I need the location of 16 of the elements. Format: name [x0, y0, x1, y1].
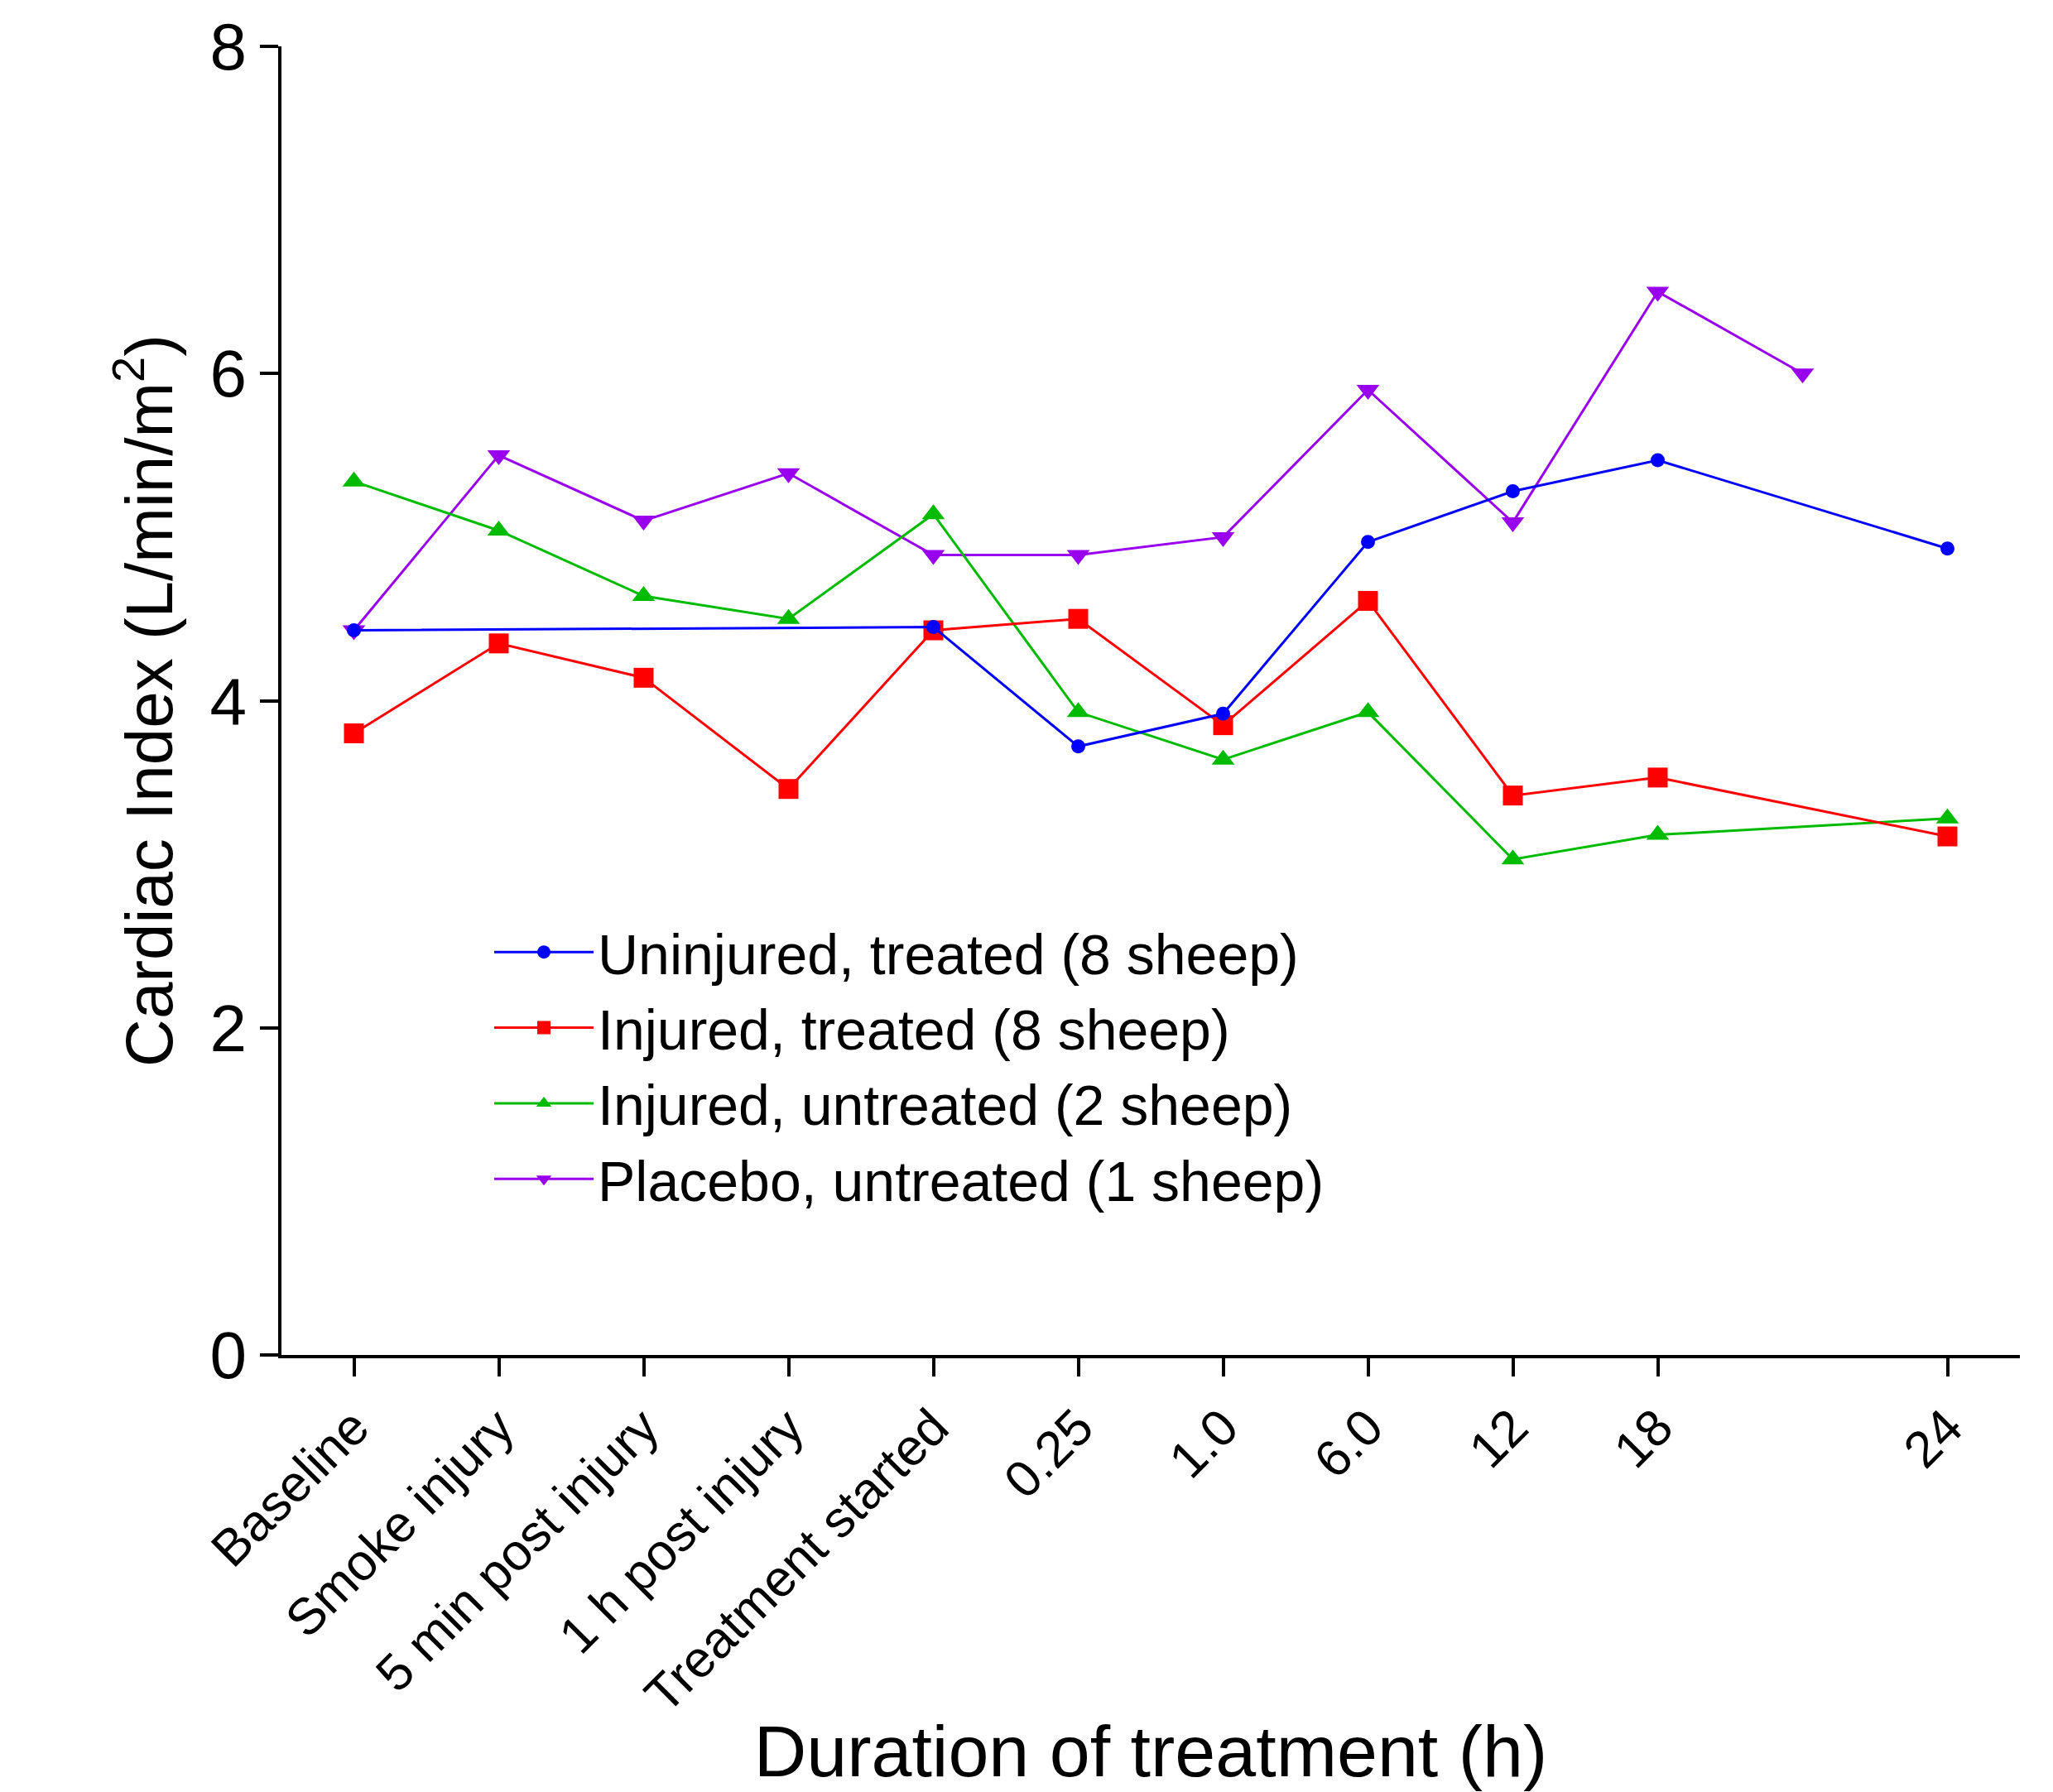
y-tick-label: 4 — [209, 664, 247, 738]
y-tick-label: 2 — [209, 991, 247, 1065]
x-tick-label: 12 — [1458, 1397, 1539, 1479]
x-tick-label: 6.0 — [1302, 1397, 1394, 1489]
y-tick-label: 0 — [209, 1319, 247, 1392]
legend-label: Injured, treated (8 sheep) — [598, 998, 1230, 1062]
y-tick-label: 8 — [209, 10, 247, 84]
legend-label: Injured, untreated (2 sheep) — [598, 1074, 1293, 1137]
x-tick-label: 24 — [1892, 1397, 1974, 1479]
y-tick-label: 6 — [209, 337, 247, 411]
legend-label: Placebo, untreated (1 sheep) — [598, 1149, 1325, 1213]
x-tick-label: 18 — [1603, 1397, 1684, 1479]
legend-label: Uninjured, treated (8 sheep) — [598, 922, 1299, 986]
x-tick-label: 1.0 — [1157, 1397, 1249, 1489]
x-axis-title: Duration of treatment (h) — [753, 1710, 1548, 1792]
x-tick-label: 0.25 — [993, 1397, 1104, 1509]
